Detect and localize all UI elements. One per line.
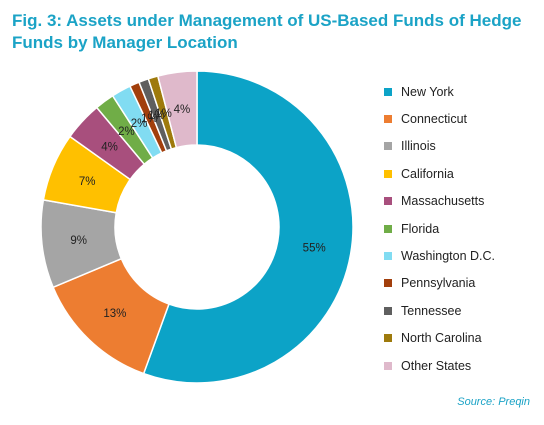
legend-swatch (384, 361, 392, 370)
legend-item-other-states: Other States (384, 352, 495, 379)
legend-label: Washington D.C. (401, 249, 496, 264)
legend-swatch (384, 197, 392, 206)
slice-label-tennessee: 1% (148, 110, 165, 122)
legend-item-california: California (384, 160, 495, 187)
legend-label: Tennessee (401, 303, 462, 318)
legend-item-connecticut: Connecticut (384, 105, 495, 132)
legend-label: Pennsylvania (401, 276, 476, 291)
slice-label-illinois: 9% (70, 235, 87, 247)
slice-label-california: 7% (79, 176, 96, 188)
legend-label: Illinois (401, 139, 436, 154)
legend-label: New York (401, 84, 454, 99)
legend-swatch (384, 252, 392, 261)
legend-swatch (384, 87, 392, 96)
legend-swatch (384, 115, 392, 124)
legend-label: Other States (401, 358, 472, 373)
legend-swatch (384, 142, 392, 151)
legend-item-florida: Florida (384, 215, 495, 242)
legend-item-illinois: Illinois (384, 133, 495, 160)
legend-swatch (384, 279, 392, 288)
legend-item-washington-d-c: Washington D.C. (384, 242, 495, 269)
slice-label-florida: 2% (118, 126, 135, 138)
slice-new-york (142, 70, 354, 384)
slice-label-connecticut: 13% (103, 308, 126, 320)
source-note: Source: Preqin (457, 396, 530, 408)
legend-item-pennsylvania: Pennsylvania (384, 270, 495, 297)
slice-label-pennsylvania: 1% (141, 113, 158, 125)
legend-swatch (384, 306, 392, 315)
slice-label-new-york: 55% (303, 243, 326, 255)
chart-legend: New York Connecticut Illinois California Mas… (384, 78, 495, 379)
legend-label: Connecticut (401, 112, 468, 127)
legend-label: North Carolina (401, 331, 482, 346)
legend-item-massachusetts: Massachusetts (384, 188, 495, 215)
slice-labels: 55%13%9%7%4%2%2%1%1%1% 4% (70, 104, 325, 320)
legend-item-tennessee: Tennessee (384, 297, 495, 324)
slice-label-other-states: 4% (174, 104, 191, 116)
legend-label: California (401, 166, 454, 181)
legend-item-new-york: New York (384, 78, 495, 105)
slice-label-north-carolina: 1% (155, 108, 172, 120)
donut-slices (40, 70, 354, 384)
legend-swatch (384, 169, 392, 178)
legend-label: Florida (401, 221, 440, 236)
legend-swatch (384, 224, 392, 233)
slice-other-states (156, 70, 198, 149)
legend-item-north-carolina: North Carolina (384, 325, 495, 352)
chart-title: Fig. 3: Assets under Management of US-Ba… (12, 11, 522, 52)
legend-swatch (384, 334, 392, 343)
slice-label-washington-d-c: 2% (131, 118, 148, 130)
slice-label-massachusetts: 4% (101, 141, 118, 153)
legend-label: Massachusetts (401, 194, 485, 209)
